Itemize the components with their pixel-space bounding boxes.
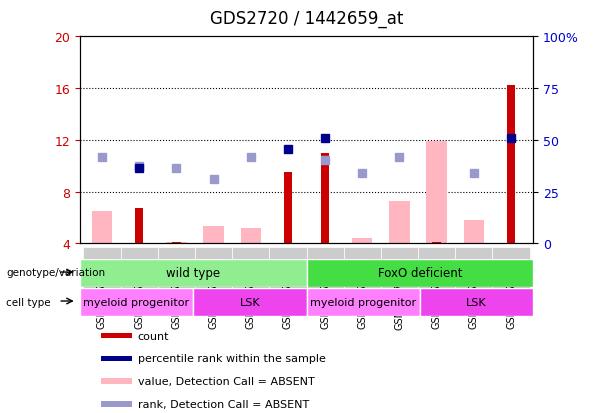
FancyBboxPatch shape (83, 247, 121, 289)
Text: GSM153722: GSM153722 (394, 269, 405, 329)
FancyBboxPatch shape (80, 288, 193, 316)
Bar (204, 227, 224, 244)
Text: GSM153717: GSM153717 (97, 269, 107, 329)
Text: LSK: LSK (240, 297, 260, 307)
Text: count: count (138, 331, 169, 341)
FancyBboxPatch shape (158, 247, 195, 289)
Text: GSM153714: GSM153714 (469, 269, 479, 328)
Bar (389, 201, 409, 244)
Bar (172, 242, 181, 244)
Bar (166, 242, 186, 244)
FancyBboxPatch shape (121, 247, 158, 289)
Bar (352, 238, 373, 244)
Bar (432, 242, 441, 244)
Bar (463, 221, 484, 244)
Text: percentile rank within the sample: percentile rank within the sample (138, 354, 326, 363)
FancyBboxPatch shape (306, 288, 420, 316)
Text: rank, Detection Call = ABSENT: rank, Detection Call = ABSENT (138, 399, 309, 409)
FancyBboxPatch shape (344, 247, 381, 289)
Bar (101, 333, 132, 339)
Bar (321, 153, 329, 244)
Text: GSM153709: GSM153709 (246, 269, 256, 328)
FancyBboxPatch shape (455, 247, 492, 289)
FancyBboxPatch shape (492, 247, 530, 289)
FancyBboxPatch shape (269, 247, 306, 289)
Text: FoxO deficient: FoxO deficient (378, 266, 462, 280)
Text: GSM153719: GSM153719 (172, 269, 181, 328)
FancyBboxPatch shape (80, 259, 306, 287)
FancyBboxPatch shape (418, 247, 455, 289)
Text: GDS2720 / 1442659_at: GDS2720 / 1442659_at (210, 10, 403, 28)
Text: myeloid progenitor: myeloid progenitor (83, 297, 189, 307)
Text: GSM153707: GSM153707 (208, 269, 219, 329)
FancyBboxPatch shape (195, 247, 232, 289)
Bar (101, 401, 132, 407)
Text: GSM153720: GSM153720 (320, 269, 330, 329)
Bar (101, 378, 132, 384)
Text: wild type: wild type (166, 266, 220, 280)
Text: cell type: cell type (6, 297, 51, 307)
FancyBboxPatch shape (232, 247, 269, 289)
FancyBboxPatch shape (306, 259, 533, 287)
Bar (92, 211, 112, 244)
FancyBboxPatch shape (306, 247, 344, 289)
Text: value, Detection Call = ABSENT: value, Detection Call = ABSENT (138, 376, 314, 386)
Text: GSM153710: GSM153710 (283, 269, 293, 328)
Text: genotype/variation: genotype/variation (6, 268, 105, 278)
Bar (427, 142, 447, 244)
Bar (507, 86, 516, 244)
FancyBboxPatch shape (193, 288, 306, 316)
FancyBboxPatch shape (420, 288, 533, 316)
Bar (135, 209, 143, 244)
FancyBboxPatch shape (381, 247, 418, 289)
Text: GSM153721: GSM153721 (357, 269, 367, 329)
Text: myeloid progenitor: myeloid progenitor (310, 297, 416, 307)
Text: GSM153716: GSM153716 (506, 269, 516, 328)
Text: GSM153712: GSM153712 (432, 269, 441, 329)
Bar (284, 173, 292, 244)
Text: LSK: LSK (466, 297, 487, 307)
Bar (240, 228, 261, 244)
Text: GSM153718: GSM153718 (134, 269, 144, 328)
Bar (101, 356, 132, 361)
